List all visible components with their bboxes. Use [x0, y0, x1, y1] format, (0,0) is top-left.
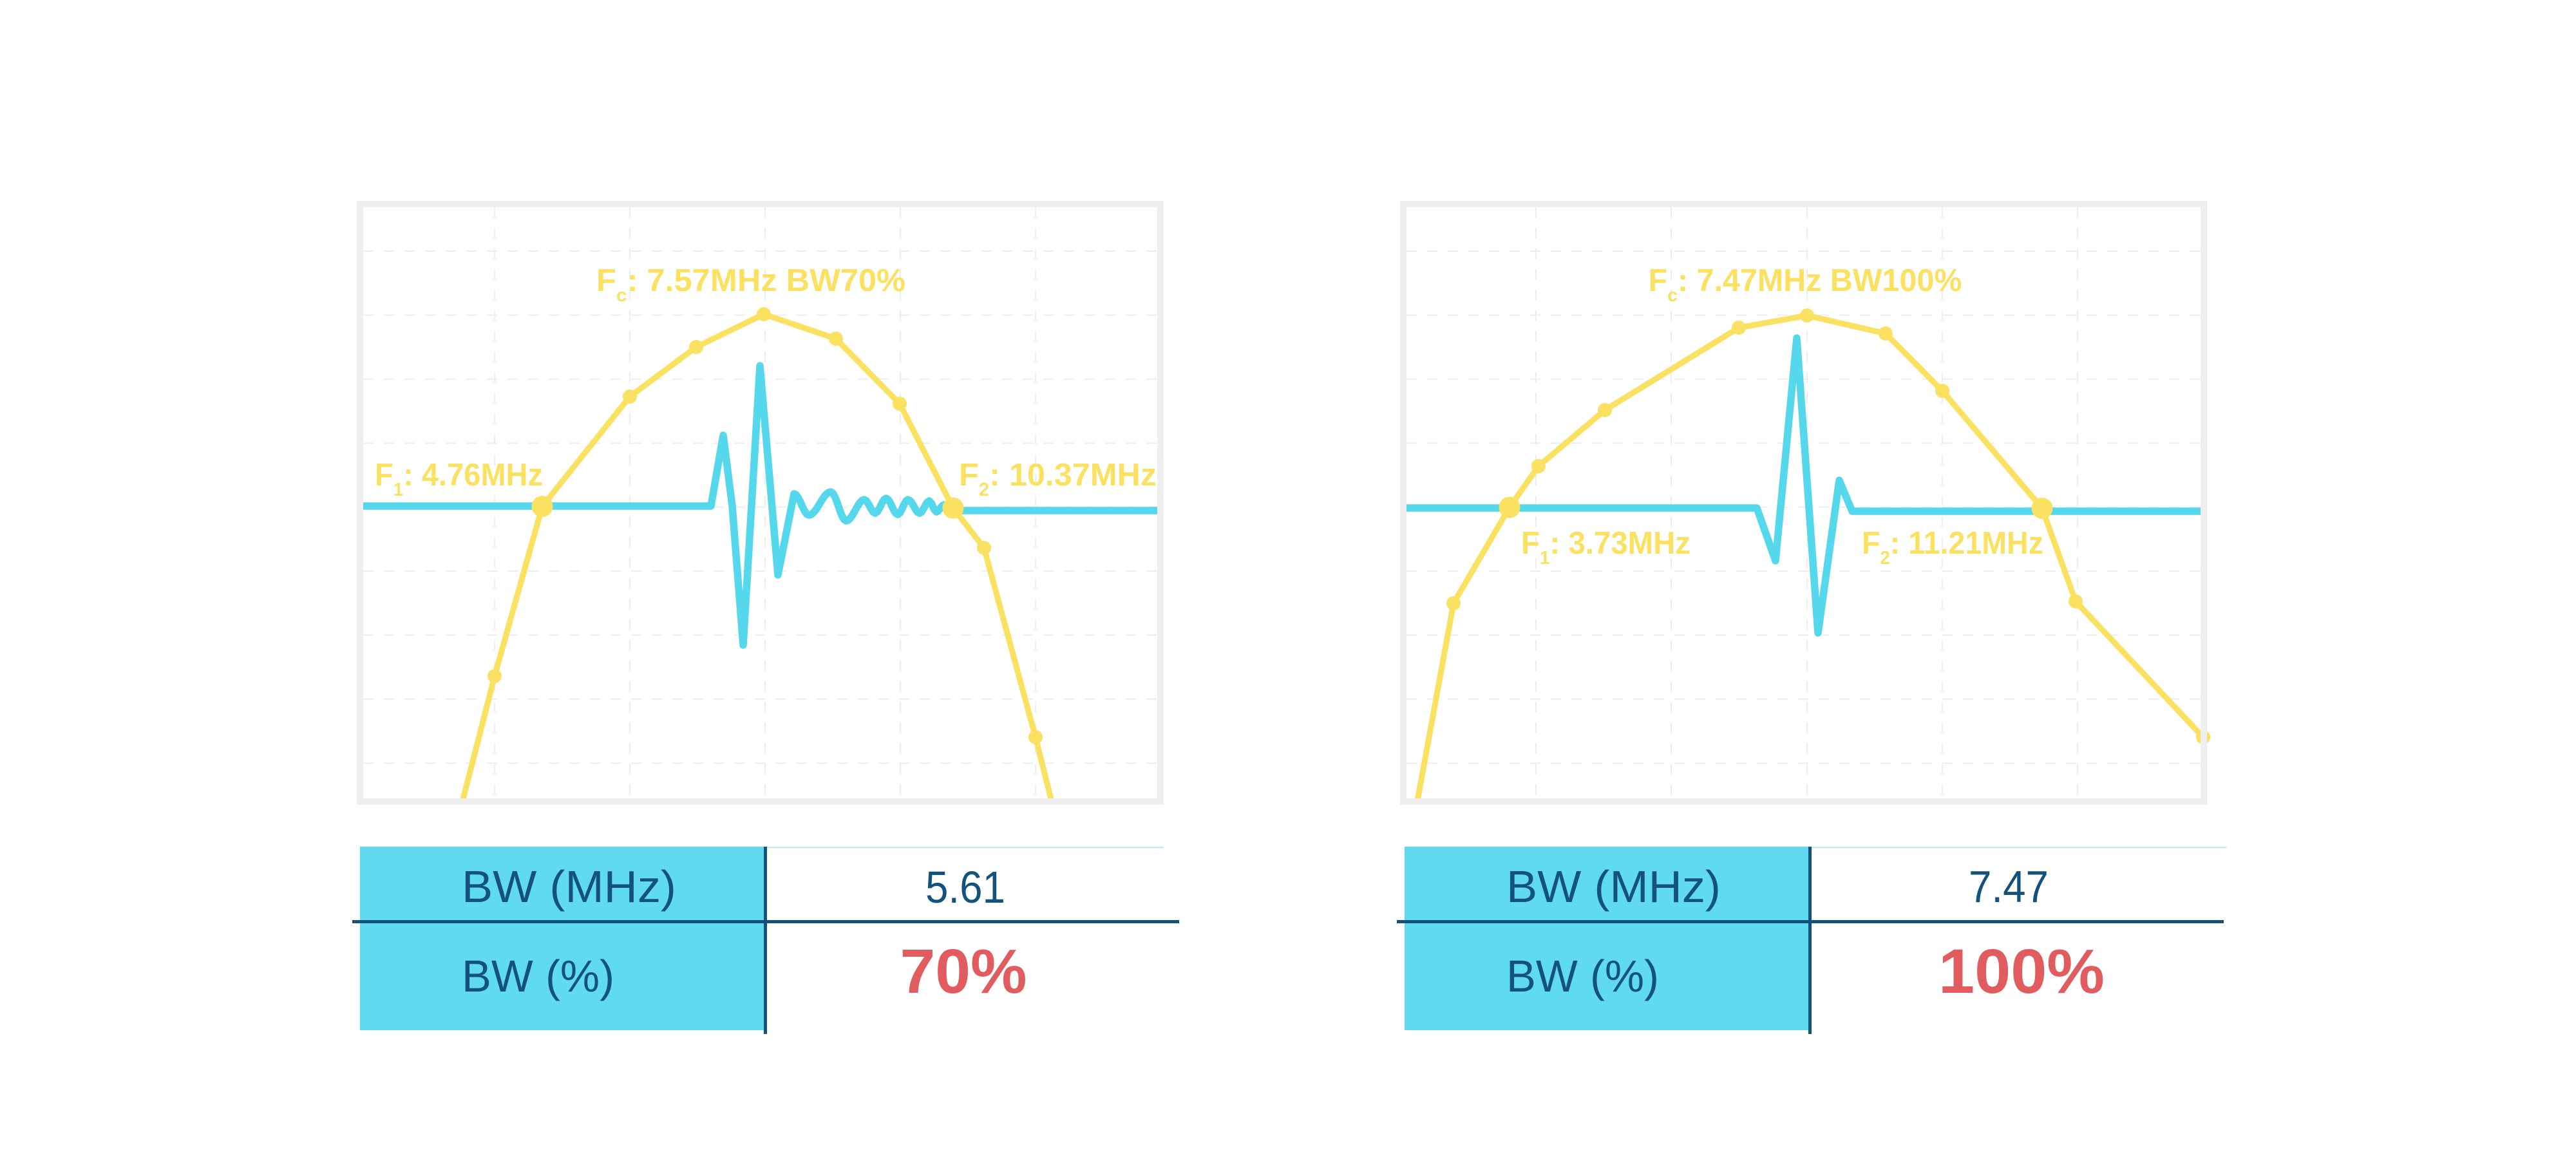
svg-text:BW (%): BW (%): [1506, 951, 1659, 1001]
svg-text:Fc: 7.57MHz BW70%: Fc: 7.57MHz BW70%: [596, 263, 905, 306]
svg-text:7.47: 7.47: [1969, 861, 2049, 912]
svg-text:F1: 3.73MHz: F1: 3.73MHz: [1521, 526, 1690, 569]
svg-text:F2: 10.37MHz: F2: 10.37MHz: [959, 458, 1157, 500]
svg-text:F1: 4.76MHz: F1: 4.76MHz: [375, 458, 543, 500]
svg-text:BW (%): BW (%): [462, 951, 614, 1001]
svg-text:BW (MHz): BW (MHz): [1506, 861, 1721, 912]
svg-text:70%: 70%: [900, 936, 1027, 1006]
svg-text:100%: 100%: [1938, 936, 2105, 1006]
svg-text:5.61: 5.61: [925, 862, 1005, 912]
svg-text:BW (MHz): BW (MHz): [462, 861, 676, 912]
svg-text:F2: 11.21MHz: F2: 11.21MHz: [1862, 526, 2043, 569]
svg-text:Fc: 7.47MHz BW100%: Fc: 7.47MHz BW100%: [1649, 263, 1962, 306]
